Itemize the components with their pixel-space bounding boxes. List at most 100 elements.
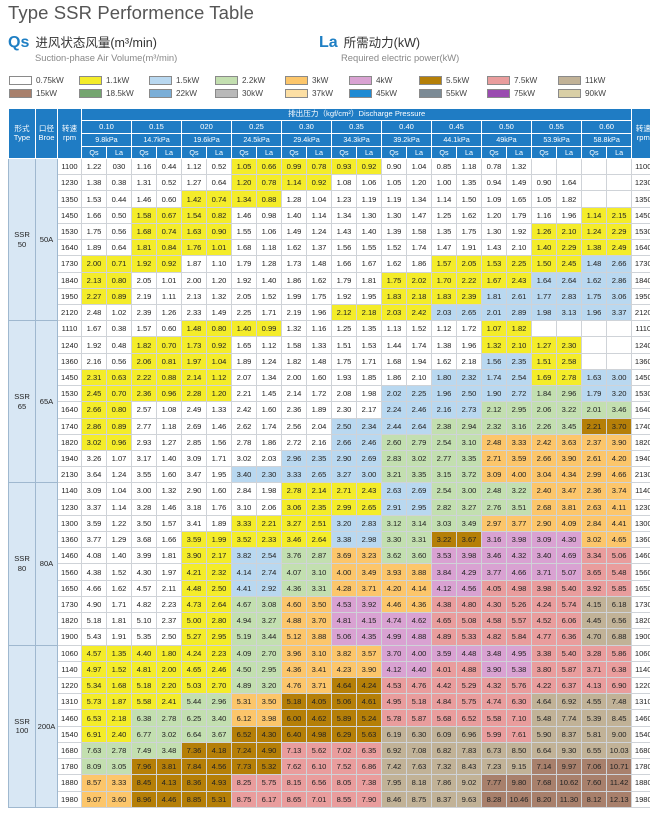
qs-value: 2.48 [81,303,107,322]
qs-value: 6.53 [81,709,107,727]
qs-value: 1.79 [231,255,257,273]
la-value: 2.30 [256,466,282,484]
la-value: 1.18 [156,417,182,435]
la-value: 1.49 [206,303,232,322]
la-value: 4.30 [256,725,282,743]
la-value: 2.04 [306,417,332,435]
rpm-value-right: 1450 [631,206,650,224]
la-value: 1.16 [306,320,332,338]
qs-value: 3.04 [531,466,557,484]
la-value: 2.34 [356,417,382,435]
la-value: 3.98 [456,547,482,565]
rpm-value-right: 1730 [631,255,650,273]
la-value: 0.96 [106,433,132,451]
qs-value [581,336,607,354]
qs-symbol: Qs [8,34,30,51]
la-value: 1.12 [256,336,282,354]
la-value: 1.60 [256,401,282,419]
la-value: 5.86 [605,644,633,662]
qs-value: 6.40 [281,725,307,743]
la-value: 1.79 [506,206,532,224]
rpm-value-right: 1650 [631,579,650,597]
legend-label: 75kW [514,88,535,98]
qs-value: 3.30 [381,531,407,549]
qs-value: 2.48 [481,433,507,451]
legend-label: 5.5kW [446,75,470,85]
qs-value: 2.76 [481,498,507,516]
table-row: 2120 2.48 1.02 2.39 1.26 2.33 1.49 2.25 1.71 2.19… [9,303,650,322]
la-value: 10.71 [605,758,633,776]
qs-value: 1.75 [331,352,357,370]
qs-value: 3.00 [131,482,157,500]
legend-label: 3kW [312,75,329,85]
qs-value: 1.46 [131,190,157,208]
pressure-kpa: 24.5kPa [231,133,282,147]
qs-value: 4.95 [381,693,407,711]
la-value: 1.60 [306,368,332,387]
la-value: 1.22 [106,514,132,533]
rpm-value: 1560 [57,563,82,581]
la-value: 1.11 [156,287,182,305]
qs-value: 2.50 [331,417,357,435]
la-value: 8.45 [605,709,633,727]
la-value: 2.65 [306,466,332,484]
qs-value: 2.12 [331,303,357,322]
la-value: 2.29 [605,222,633,241]
rpm-value-right: 1310 [631,693,650,711]
qs-value: 4.14 [231,563,257,581]
qs-value: 1.56 [481,352,507,370]
la-value: 2.46 [406,401,432,419]
qs-value: 8.96 [131,790,157,809]
qs-value: 4.20 [381,579,407,597]
bore-size: 80A [35,482,58,646]
la-value: 3.70 [605,417,633,435]
qs-value: 5.06 [331,628,357,646]
la-value: 3.23 [356,547,382,565]
qs-value [581,320,607,338]
qs-value: 1.63 [181,222,207,241]
legend-item: 3kW [285,74,328,86]
la-value: 1.58 [406,222,432,241]
legend-swatch [149,88,172,98]
la-value: 2.65 [356,498,382,516]
qs-value: 4.48 [181,579,207,597]
qs-value: 1.62 [581,271,607,289]
legend-label: 1.5kW [176,75,200,85]
la-value: 4.40 [406,660,432,679]
qs-value: 1.25 [431,206,457,224]
qs-value: 4.09 [231,644,257,662]
la-value: 1.04 [206,352,232,370]
qs-value: 6.64 [531,741,557,760]
la-value: 5.57 [506,612,532,630]
legend-item: 2.2kW [215,74,265,86]
qs-value: 1.42 [181,190,207,208]
la-value: 3.00 [356,466,382,484]
qs-heading: Qs 进风状态风量(m³/min) [8,32,157,52]
table-row: 1650 4.66 1.62 4.57 2.11 4.48 2.50 4.41 2.92 4.36… [9,579,650,597]
la-value: 2.23 [156,595,182,614]
rpm-value-right: 1060 [631,644,650,662]
qs-value: 2.30 [331,401,357,419]
qs-value: 4.73 [181,595,207,614]
qs-value: 2.00 [81,255,107,273]
model-name: SSR 80 [8,482,36,646]
la-value: 0.70 [156,336,182,354]
qs-value: 1.13 [381,320,407,338]
la-value: 3.08 [256,595,282,614]
qs-value: 5.89 [331,709,357,727]
table-row: 1880 8.57 3.33 8.45 4.13 8.36 4.93 8.25 5.75 8.15… [9,774,650,792]
la-value: 10.62 [556,774,582,792]
pressure-kgf: 0.10 [81,120,132,134]
qs-value: 1.27 [181,174,207,192]
la-value: 0.52 [156,174,182,192]
la-value: 3.40 [206,709,232,727]
la-value: 3.10 [306,644,332,662]
la-value: 0.96 [156,385,182,403]
la-value: 1.53 [356,336,382,354]
header-row-discharge: 形式 Type 口径 Broe 转速 rpm 排出压力（kgf/cm²）Discharge … [8,108,650,159]
la-value: 12.13 [605,790,633,809]
header-row-kpa: 9.8kPa 14.7kPa 19.6kPa 24.5kPa 29.4kPa 34.3kP… [9,133,650,147]
qs-value: 3.41 [181,514,207,533]
qs-value: 1.70 [431,271,457,289]
qs-value: 2.57 [131,401,157,419]
